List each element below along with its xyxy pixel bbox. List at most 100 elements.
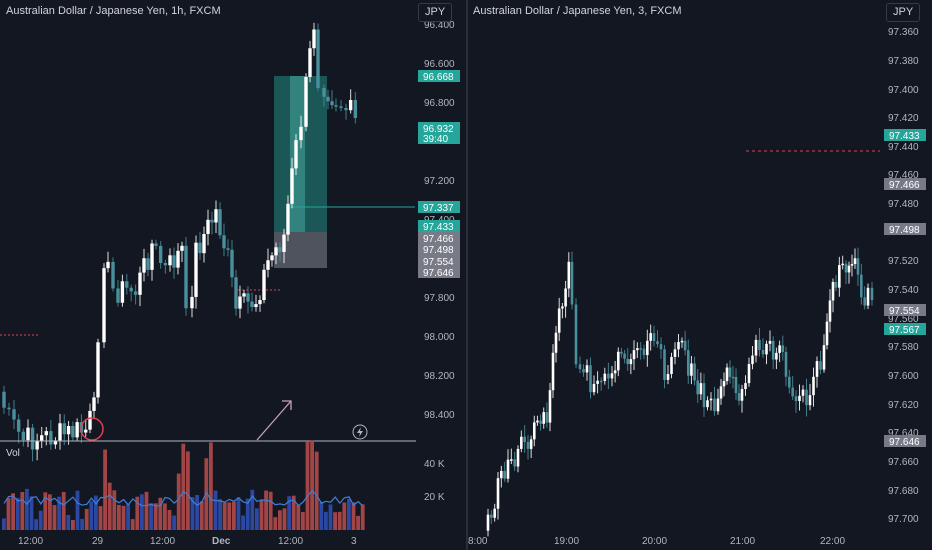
volume-bar [11,493,15,530]
left-time-axis[interactable]: 12:00 29 12:00 Dec 12:00 3 [18,536,357,547]
right-chart-pane[interactable]: 97.360 97.380 97.400 97.420 97.440 97.460 97.4… [468,0,932,550]
candle-body [853,258,857,265]
candle-body [551,352,555,391]
volume-bar [98,506,103,530]
price-tag-label: 97.554 [889,306,920,317]
volume-bar [190,497,195,530]
candle-body [592,383,596,393]
candle [154,239,158,250]
volume-bar [195,494,199,530]
volume-bar [328,504,333,530]
candle-body [747,364,751,384]
candle [699,372,703,401]
lightning-icon[interactable] [352,424,368,440]
candle [194,235,198,309]
candle [262,263,266,304]
candle-body [516,448,520,467]
volume-bar [15,497,20,530]
candle [673,342,677,365]
price-tag: 97.498 [884,223,926,236]
candle-body [506,459,510,479]
time-label: Dec [212,536,231,547]
candle-body [740,389,744,401]
candle-body [613,370,617,374]
volume-bar [319,501,324,530]
candle-body [146,258,150,270]
candle [75,418,79,441]
candle-body [330,101,334,106]
profit-zone[interactable] [274,76,327,232]
candle [226,239,230,257]
candle [716,388,720,415]
position-tool[interactable] [274,76,415,268]
price-tag-label: 97.498 [423,245,454,256]
candle-body [761,349,765,355]
left-chart-canvas[interactable]: 96.40096.60096.80097.20097.40097.80098.0… [0,0,466,550]
candle [274,242,278,265]
candle-body [35,440,39,450]
candle [184,236,188,316]
trend-arrow[interactable] [256,400,292,441]
price-tick: 97.200 [424,176,455,187]
candle [129,284,133,302]
volume-bar [126,504,130,530]
candle [740,384,744,413]
price-tag-label: 97.567 [889,325,920,336]
candle-body [819,361,822,370]
candle [106,251,110,273]
candle-body [62,423,66,435]
right-time-axis[interactable]: 8:00 19:00 20:00 21:00 22:00 [468,536,845,547]
right-price-axis[interactable]: 97.36097.38097.40097.42097.44097.46097.4… [880,0,932,550]
time-label: 21:00 [730,536,755,547]
candle-body [702,383,706,408]
candle [574,298,578,369]
volume-bar [25,488,29,530]
candle [246,286,250,314]
candle-body [731,376,735,379]
price-tick: 97.540 [888,285,919,296]
signal-marker[interactable] [80,417,104,441]
candle [35,433,39,461]
candle [731,365,735,389]
price-tag-bg [884,129,926,141]
candle-body [503,470,506,479]
volume-bar [144,491,149,530]
candle-body [808,395,812,406]
price-tick: 97.520 [888,256,919,267]
volume-bar [176,473,181,530]
volume-bar [94,495,98,530]
price-tag: 97.498 [418,243,460,256]
candle-body [699,383,703,395]
candle-body [490,514,493,518]
candle-body [860,274,863,298]
candle-body [493,508,496,518]
pane-divider[interactable] [466,0,468,550]
candle [805,378,808,417]
volume-bar [314,451,319,530]
candle [2,385,6,414]
left-chart-pane[interactable]: 96.40096.60096.80097.20097.40097.80098.0… [0,0,466,550]
candle-body [2,391,6,408]
candle-body [334,105,338,107]
candle [545,402,549,428]
candle-body [863,297,866,306]
loss-zone[interactable] [274,232,327,268]
right-currency-button[interactable]: JPY [886,3,921,22]
right-chart-canvas[interactable]: 97.36097.38097.40097.42097.44097.46097.4… [468,0,932,550]
candle-body [666,374,670,380]
candle-body [578,364,582,370]
candle [629,353,633,375]
candle-body [822,345,826,370]
volume-bar [66,514,71,530]
volume-bar [135,496,140,530]
price-tag: 97.554 [884,304,926,317]
left-currency-button[interactable]: JPY [418,3,453,22]
candle [334,98,338,112]
volume-bar [218,499,222,530]
volume-tick: 20 K [424,492,445,503]
volume-bar [264,490,268,530]
candle-body [218,209,222,236]
candle-body [589,365,592,393]
price-tag-bg [418,70,460,82]
